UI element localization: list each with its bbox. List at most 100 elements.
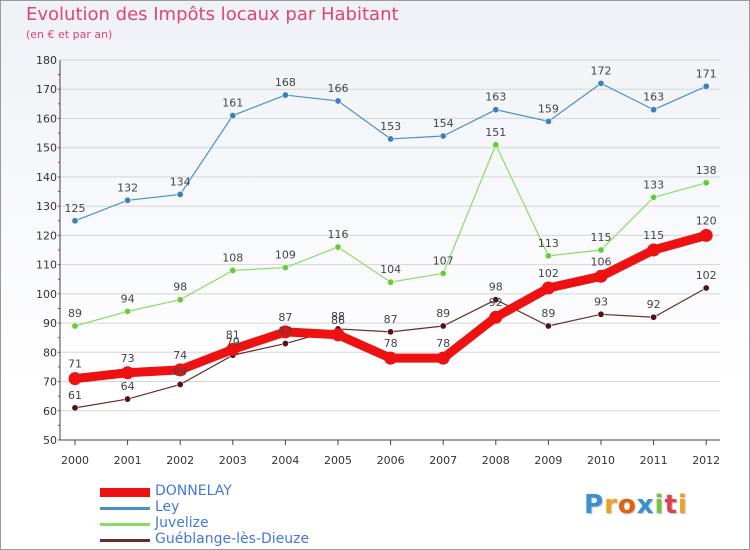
data-label-gu-blange-l-s-dieuze: 61	[68, 389, 82, 402]
point-donnelay	[331, 328, 345, 342]
data-label-donnelay: 86	[331, 314, 345, 327]
point-ley	[702, 82, 710, 90]
point-gu-blange-l-s-dieuze	[439, 322, 447, 330]
point-juvelize	[71, 322, 79, 330]
point-donnelay	[121, 366, 135, 380]
data-label-ley: 125	[65, 202, 86, 215]
grid	[60, 59, 720, 441]
data-label-ley: 171	[696, 67, 717, 80]
x-tick-label: 2000	[61, 454, 89, 467]
point-juvelize	[176, 296, 184, 304]
logo-letter: o	[617, 490, 637, 520]
point-gu-blange-l-s-dieuze	[281, 340, 289, 348]
data-label-ley: 161	[222, 97, 243, 110]
data-label-juvelize: 98	[173, 281, 187, 294]
point-juvelize	[597, 246, 605, 254]
data-label-donnelay: 73	[121, 352, 135, 365]
point-gu-blange-l-s-dieuze	[597, 310, 605, 318]
y-tick-label: 110	[36, 259, 57, 272]
point-juvelize	[544, 252, 552, 260]
data-label-gu-blange-l-s-dieuze: 83	[278, 325, 292, 338]
point-donnelay	[647, 243, 661, 257]
y-tick-label: 160	[36, 112, 57, 125]
data-label-ley: 134	[170, 175, 191, 188]
point-donnelay	[226, 342, 240, 356]
data-label-juvelize: 109	[275, 249, 296, 262]
legend-swatch	[100, 539, 150, 542]
data-label-gu-blange-l-s-dieuze: 92	[647, 298, 661, 311]
data-label-ley: 153	[380, 120, 401, 133]
x-tick-label: 2009	[534, 454, 562, 467]
point-gu-blange-l-s-dieuze	[702, 284, 710, 292]
point-ley	[176, 190, 184, 198]
data-label-donnelay: 78	[436, 337, 450, 350]
logo-letter: t	[664, 490, 678, 520]
point-donnelay	[594, 269, 608, 283]
point-gu-blange-l-s-dieuze	[544, 322, 552, 330]
data-label-juvelize: 107	[433, 254, 454, 267]
x-tick-label: 2006	[377, 454, 405, 467]
point-gu-blange-l-s-dieuze	[650, 313, 658, 321]
data-label-donnelay: 102	[538, 267, 559, 280]
data-label-donnelay: 74	[173, 349, 187, 362]
data-label-gu-blange-l-s-dieuze: 89	[541, 307, 555, 320]
data-label-juvelize: 89	[68, 307, 82, 320]
point-ley	[281, 91, 289, 99]
y-tick-label: 100	[36, 288, 57, 301]
data-label-juvelize: 104	[380, 263, 401, 276]
point-donnelay	[699, 228, 713, 242]
x-tick-label: 2005	[324, 454, 352, 467]
legend-label: DONNELAY	[155, 483, 232, 499]
data-label-donnelay: 78	[384, 337, 398, 350]
logo-letter: x	[636, 490, 655, 520]
point-juvelize	[281, 264, 289, 272]
data-label-donnelay: 115	[643, 229, 664, 242]
point-juvelize	[702, 179, 710, 187]
point-donnelay	[436, 351, 450, 365]
logo-letter: i	[654, 490, 665, 520]
point-ley	[650, 106, 658, 114]
data-label-juvelize: 151	[485, 126, 506, 139]
y-tick-label: 150	[36, 142, 57, 155]
point-ley	[229, 112, 237, 120]
point-ley	[544, 117, 552, 125]
point-gu-blange-l-s-dieuze	[176, 380, 184, 388]
data-label-ley: 132	[117, 181, 138, 194]
point-donnelay	[384, 351, 398, 365]
logo-letter: r	[604, 490, 618, 520]
data-label-gu-blange-l-s-dieuze: 87	[384, 313, 398, 326]
point-ley	[597, 79, 605, 87]
point-juvelize	[650, 193, 658, 201]
data-label-ley: 166	[328, 82, 349, 95]
data-label-ley: 163	[485, 91, 506, 104]
legend-swatch	[100, 488, 150, 497]
logo-letter: P	[584, 490, 605, 520]
axes: 50 60 70 80 90 100 110 120 130 140 150 160 170 180 200…	[36, 54, 720, 467]
point-ley	[439, 132, 447, 140]
x-tick-label: 2001	[114, 454, 142, 467]
point-ley	[387, 135, 395, 143]
legend-label: Guéblange-lès-Dieuze	[155, 531, 310, 547]
data-label-donnelay: 87	[278, 311, 292, 324]
legend-swatch	[100, 507, 150, 510]
data-label-juvelize: 138	[696, 164, 717, 177]
point-donnelay	[541, 281, 555, 295]
logo-letter: i	[677, 490, 688, 520]
x-tick-label: 2002	[166, 454, 194, 467]
y-tick-label: 70	[43, 376, 57, 389]
point-gu-blange-l-s-dieuze	[387, 328, 395, 336]
y-tick-label: 60	[43, 405, 57, 418]
x-tick-label: 2011	[640, 454, 668, 467]
data-label-juvelize: 113	[538, 237, 559, 250]
point-donnelay	[278, 325, 292, 339]
x-tick-label: 2010	[587, 454, 615, 467]
data-label-ley: 168	[275, 76, 296, 89]
legend-label: Ley	[155, 499, 180, 515]
point-donnelay	[173, 363, 187, 377]
y-tick-label: 170	[36, 83, 57, 96]
data-label-donnelay: 81	[226, 328, 240, 341]
legend-swatch	[100, 523, 150, 526]
x-tick-label: 2003	[219, 454, 247, 467]
